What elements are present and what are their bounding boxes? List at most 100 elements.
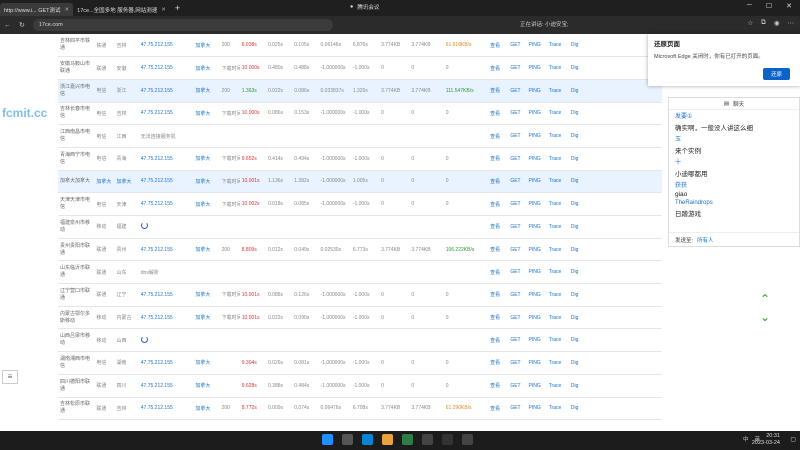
action-dig-link[interactable]: Dig xyxy=(568,238,662,262)
action-ping-link[interactable]: PING xyxy=(526,215,547,239)
action-get-link[interactable]: GET xyxy=(508,124,527,148)
app-icon[interactable] xyxy=(402,434,413,445)
action-get-link[interactable]: GET xyxy=(508,283,527,307)
action-view-link[interactable]: 查看 xyxy=(488,102,509,126)
action-get-link[interactable]: GET xyxy=(508,102,527,126)
action-dig-link[interactable]: Dig xyxy=(568,397,662,421)
action-dig-link[interactable]: Dig xyxy=(568,170,662,194)
action-get-link[interactable]: GET xyxy=(508,170,527,194)
app-icon[interactable] xyxy=(462,434,473,445)
action-ping-link[interactable]: PING xyxy=(526,124,547,148)
action-dig-link[interactable]: Dig xyxy=(568,124,662,148)
action-get-link[interactable]: GET xyxy=(508,328,527,353)
maximize-icon[interactable]: ☐ xyxy=(765,3,773,10)
action-ping-link[interactable]: PING xyxy=(526,147,547,171)
scroll-up-icon[interactable]: ⌃ xyxy=(760,292,771,306)
url-input[interactable]: 17ce.com xyxy=(32,19,333,31)
action-get-link[interactable]: GET xyxy=(508,147,527,171)
action-dig-link[interactable]: Dig xyxy=(568,374,662,398)
action-trace-link[interactable]: Trace xyxy=(546,328,569,353)
favorites-icon[interactable]: ☆ xyxy=(747,20,754,27)
action-view-link[interactable]: 查看 xyxy=(488,215,509,239)
send-to-select[interactable]: 所有人 xyxy=(697,237,714,244)
action-ping-link[interactable]: PING xyxy=(526,283,547,307)
action-trace-link[interactable]: Trace xyxy=(546,34,569,58)
back-icon[interactable]: ← xyxy=(4,21,11,29)
refresh-icon[interactable]: ↻ xyxy=(19,22,25,29)
action-dig-link[interactable]: Dig xyxy=(568,351,662,375)
action-view-link[interactable]: 查看 xyxy=(488,34,509,58)
app-icon[interactable] xyxy=(422,434,433,445)
action-ping-link[interactable]: PING xyxy=(526,238,547,262)
action-dig-link[interactable]: Dig xyxy=(568,260,662,285)
action-view-link[interactable]: 查看 xyxy=(488,147,509,171)
action-dig-link[interactable]: Dig xyxy=(568,79,662,103)
action-ping-link[interactable]: PING xyxy=(526,306,547,330)
action-view-link[interactable]: 查看 xyxy=(488,238,509,262)
action-view-link[interactable]: 查看 xyxy=(488,283,509,307)
action-ping-link[interactable]: PING xyxy=(526,102,547,126)
action-ping-link[interactable]: PING xyxy=(526,397,547,421)
action-get-link[interactable]: GET xyxy=(508,260,527,285)
action-trace-link[interactable]: Trace xyxy=(546,147,569,171)
action-view-link[interactable]: 查看 xyxy=(488,79,509,103)
action-ping-link[interactable]: PING xyxy=(526,192,547,216)
action-view-link[interactable]: 查看 xyxy=(488,328,509,353)
action-ping-link[interactable]: PING xyxy=(526,260,547,285)
action-ping-link[interactable]: PING xyxy=(526,374,547,398)
action-dig-link[interactable]: Dig xyxy=(568,102,662,126)
action-ping-link[interactable]: PING xyxy=(526,170,547,194)
action-trace-link[interactable]: Trace xyxy=(546,215,569,239)
terminal-icon[interactable] xyxy=(442,434,453,445)
action-ping-link[interactable]: PING xyxy=(526,34,547,58)
action-view-link[interactable]: 查看 xyxy=(488,351,509,375)
side-menu-button[interactable]: ≡ xyxy=(2,370,18,384)
browser-tab[interactable]: http://www.i... GET测试 ✕ xyxy=(0,3,74,16)
edge-icon[interactable] xyxy=(362,434,373,445)
action-dig-link[interactable]: Dig xyxy=(568,56,662,80)
action-ping-link[interactable]: PING xyxy=(526,56,547,80)
close-tab-icon[interactable]: ✕ xyxy=(161,6,166,13)
action-get-link[interactable]: GET xyxy=(508,79,527,103)
action-view-link[interactable]: 查看 xyxy=(488,260,509,285)
action-view-link[interactable]: 查看 xyxy=(488,374,509,398)
action-get-link[interactable]: GET xyxy=(508,34,527,58)
action-view-link[interactable]: 查看 xyxy=(488,170,509,194)
new-tab-button[interactable]: + xyxy=(174,3,181,13)
action-view-link[interactable]: 查看 xyxy=(488,192,509,216)
action-get-link[interactable]: GET xyxy=(508,306,527,330)
collections-icon[interactable]: ⧉ xyxy=(761,19,766,26)
search-icon[interactable] xyxy=(342,434,353,445)
action-get-link[interactable]: GET xyxy=(508,215,527,239)
action-get-link[interactable]: GET xyxy=(508,397,527,421)
action-trace-link[interactable]: Trace xyxy=(546,306,569,330)
action-view-link[interactable]: 查看 xyxy=(488,397,509,421)
action-view-link[interactable]: 查看 xyxy=(488,306,509,330)
close-tab-icon[interactable]: ✕ xyxy=(64,6,70,13)
start-icon[interactable] xyxy=(322,434,333,445)
action-dig-link[interactable]: Dig xyxy=(568,306,662,330)
action-dig-link[interactable]: Dig xyxy=(568,147,662,171)
action-dig-link[interactable]: Dig xyxy=(568,192,662,216)
restore-button[interactable]: 还原 xyxy=(762,68,790,80)
action-ping-link[interactable]: PING xyxy=(526,79,547,103)
action-view-link[interactable]: 查看 xyxy=(488,56,509,80)
action-trace-link[interactable]: Trace xyxy=(546,238,569,262)
action-trace-link[interactable]: Trace xyxy=(546,374,569,398)
browser-tab[interactable]: 17ce...全国多地 服务器,网站测速 ✕ xyxy=(73,3,170,16)
action-trace-link[interactable]: Trace xyxy=(546,192,569,216)
action-trace-link[interactable]: Trace xyxy=(546,124,569,148)
action-ping-link[interactable]: PING xyxy=(526,351,547,375)
minimize-icon[interactable]: ─ xyxy=(746,2,752,9)
ime-indicator[interactable]: 中 xyxy=(742,437,749,443)
menu-icon[interactable]: ⋯ xyxy=(787,20,795,27)
action-get-link[interactable]: GET xyxy=(508,374,527,398)
scroll-down-icon[interactable]: ⌄ xyxy=(760,310,771,324)
close-icon[interactable]: ✕ xyxy=(786,3,792,10)
action-view-link[interactable]: 查看 xyxy=(488,124,509,148)
action-trace-link[interactable]: Trace xyxy=(546,260,569,285)
clock[interactable]: 20:31 2023-03-24 xyxy=(752,433,780,447)
action-trace-link[interactable]: Trace xyxy=(546,56,569,80)
chrome-icon[interactable] xyxy=(382,434,393,445)
action-dig-link[interactable]: Dig xyxy=(568,328,662,353)
